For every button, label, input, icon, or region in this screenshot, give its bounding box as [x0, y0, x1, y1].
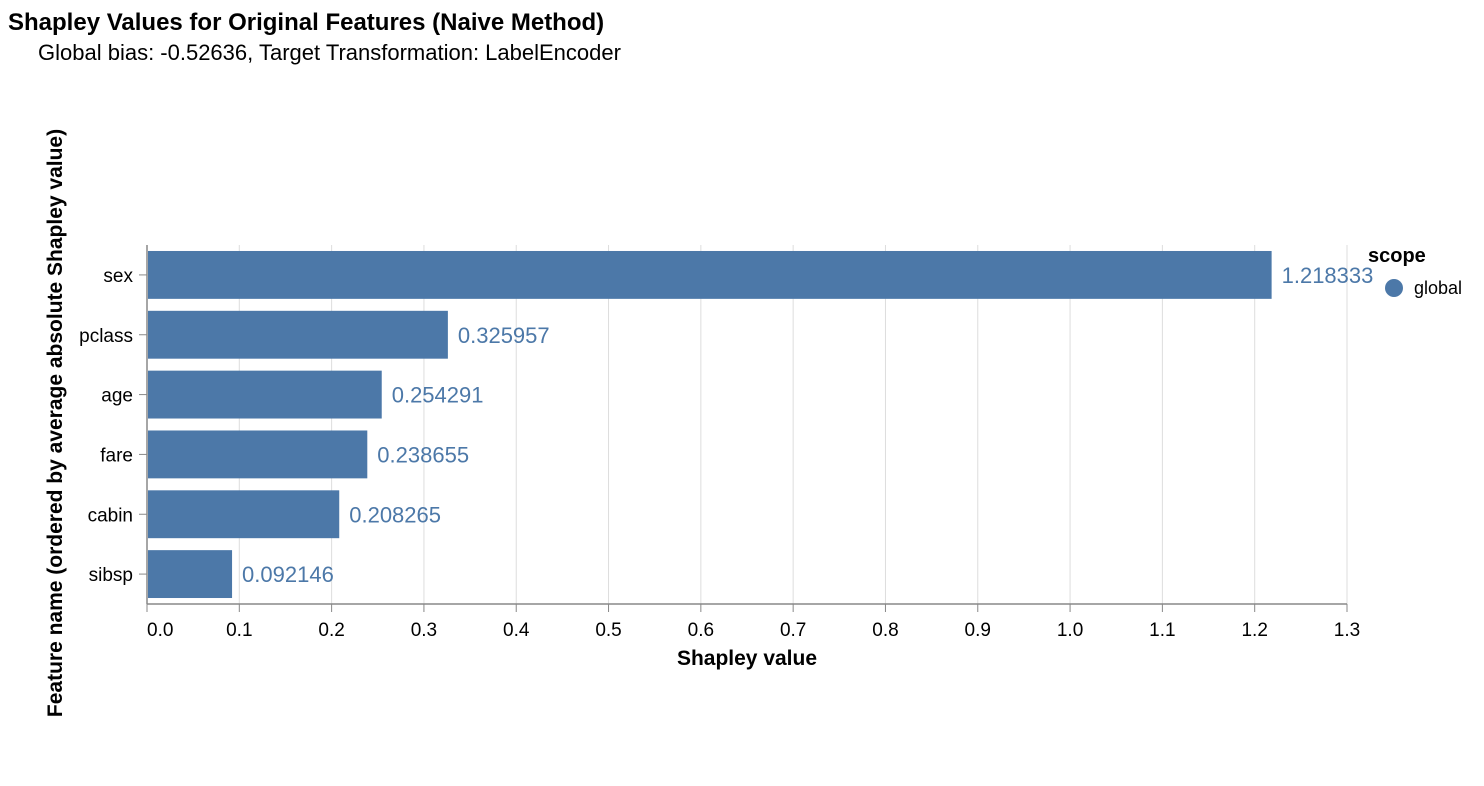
- x-tick-label-9: 0.9: [965, 620, 991, 641]
- bars: [148, 250, 1272, 599]
- x-tick-label-4: 0.4: [503, 620, 530, 641]
- x-tick-label-8: 0.8: [872, 620, 898, 641]
- x-tick-label-12: 1.2: [1241, 620, 1267, 641]
- x-tick-label-0: 0.0: [147, 620, 173, 641]
- legend-swatch: [1385, 279, 1403, 297]
- data-label-cabin: 0.208265: [349, 502, 441, 527]
- x-tick-label-5: 0.5: [595, 620, 621, 641]
- data-label-pclass: 0.325957: [458, 323, 550, 348]
- data-label-age: 0.254291: [392, 383, 484, 408]
- legend-title: scope: [1368, 245, 1426, 267]
- x-tick-label-2: 0.2: [318, 620, 344, 641]
- y-axis-ticks: sex pclass age fare cabin sibsp: [79, 266, 147, 586]
- x-tick-label-11: 1.1: [1149, 620, 1175, 641]
- axes: [146, 245, 1347, 605]
- x-axis-title: Shapley value: [677, 647, 817, 670]
- y-axis-title: Feature name (ordered by average absolut…: [44, 129, 67, 717]
- bar-sex: [148, 250, 1272, 299]
- legend: scope global: [1368, 245, 1462, 298]
- gridlines: [146, 245, 1348, 604]
- data-labels: 1.218333 0.325957 0.254291 0.238655 0.208265…: [242, 263, 1373, 587]
- data-label-sibsp: 0.092146: [242, 562, 334, 587]
- chart-title: Shapley Values for Original Features (Na…: [8, 9, 604, 36]
- data-label-sex: 1.218333: [1282, 263, 1374, 288]
- legend-label-global: global: [1414, 278, 1462, 298]
- bar-fare: [148, 430, 368, 479]
- x-tick-label-1: 0.1: [226, 620, 252, 641]
- x-tick-label-7: 0.7: [780, 620, 806, 641]
- x-tick-label-6: 0.6: [688, 620, 714, 641]
- y-tick-label-pclass: pclass: [79, 326, 133, 347]
- bar-cabin: [148, 490, 340, 539]
- x-tick-label-3: 0.3: [411, 620, 437, 641]
- y-tick-label-sibsp: sibsp: [89, 565, 133, 586]
- y-tick-label-fare: fare: [100, 445, 133, 466]
- data-label-fare: 0.238655: [377, 442, 469, 467]
- bar-pclass: [148, 310, 448, 359]
- bar-age: [148, 370, 382, 419]
- x-tick-label-10: 1.0: [1057, 620, 1083, 641]
- y-tick-label-age: age: [101, 386, 133, 407]
- bar-sibsp: [148, 550, 233, 599]
- x-tick-label-13: 1.3: [1334, 620, 1360, 641]
- y-tick-label-sex: sex: [103, 266, 133, 287]
- chart-subtitle: Global bias: -0.52636, Target Transforma…: [38, 40, 621, 65]
- y-tick-label-cabin: cabin: [88, 505, 133, 526]
- x-axis-ticks: 0.0 0.1 0.2 0.3 0.4 0.5 0.6 0.7 0.8 0.9 1.0 1.1 1.2 1…: [146, 604, 1360, 641]
